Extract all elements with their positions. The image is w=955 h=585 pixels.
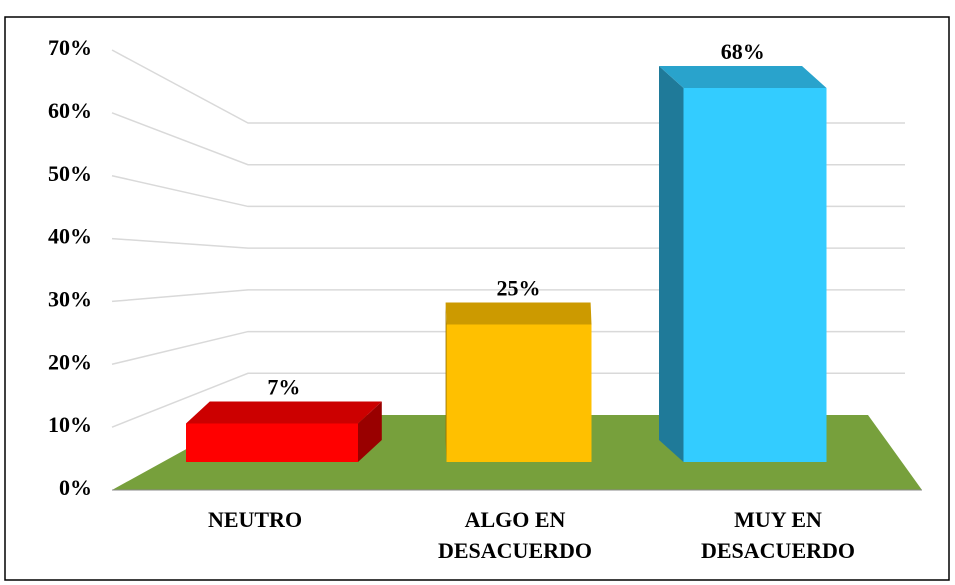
y-tick-label: 10% [48,412,92,437]
bar-front [446,324,592,462]
bar-side [358,401,382,462]
bar-front [186,423,358,462]
x-tick-label: NEUTRO [208,507,302,532]
bar [659,66,827,462]
bar-top [186,401,382,424]
y-tick-label: 30% [48,286,92,311]
bar-top [659,66,827,88]
x-tick-label: ALGO EN DESACUERDO [438,507,592,563]
value-label: 25% [497,276,541,301]
bar-side [659,66,684,462]
y-tick-label: 20% [48,349,92,374]
y-tick-label: 70% [48,35,92,60]
bar [186,401,382,462]
value-label: 68% [721,39,765,64]
bar [445,302,592,462]
x-tick-label: MUY EN DESACUERDO [701,507,855,563]
value-label: 7% [267,375,300,400]
bar-side [445,302,447,462]
y-tick-label: 40% [48,224,92,249]
y-tick-label: 0% [59,475,92,500]
bar-top [445,302,592,325]
y-tick-label: 50% [48,161,92,186]
y-tick-label: 60% [48,98,92,123]
bar-front [683,88,827,462]
